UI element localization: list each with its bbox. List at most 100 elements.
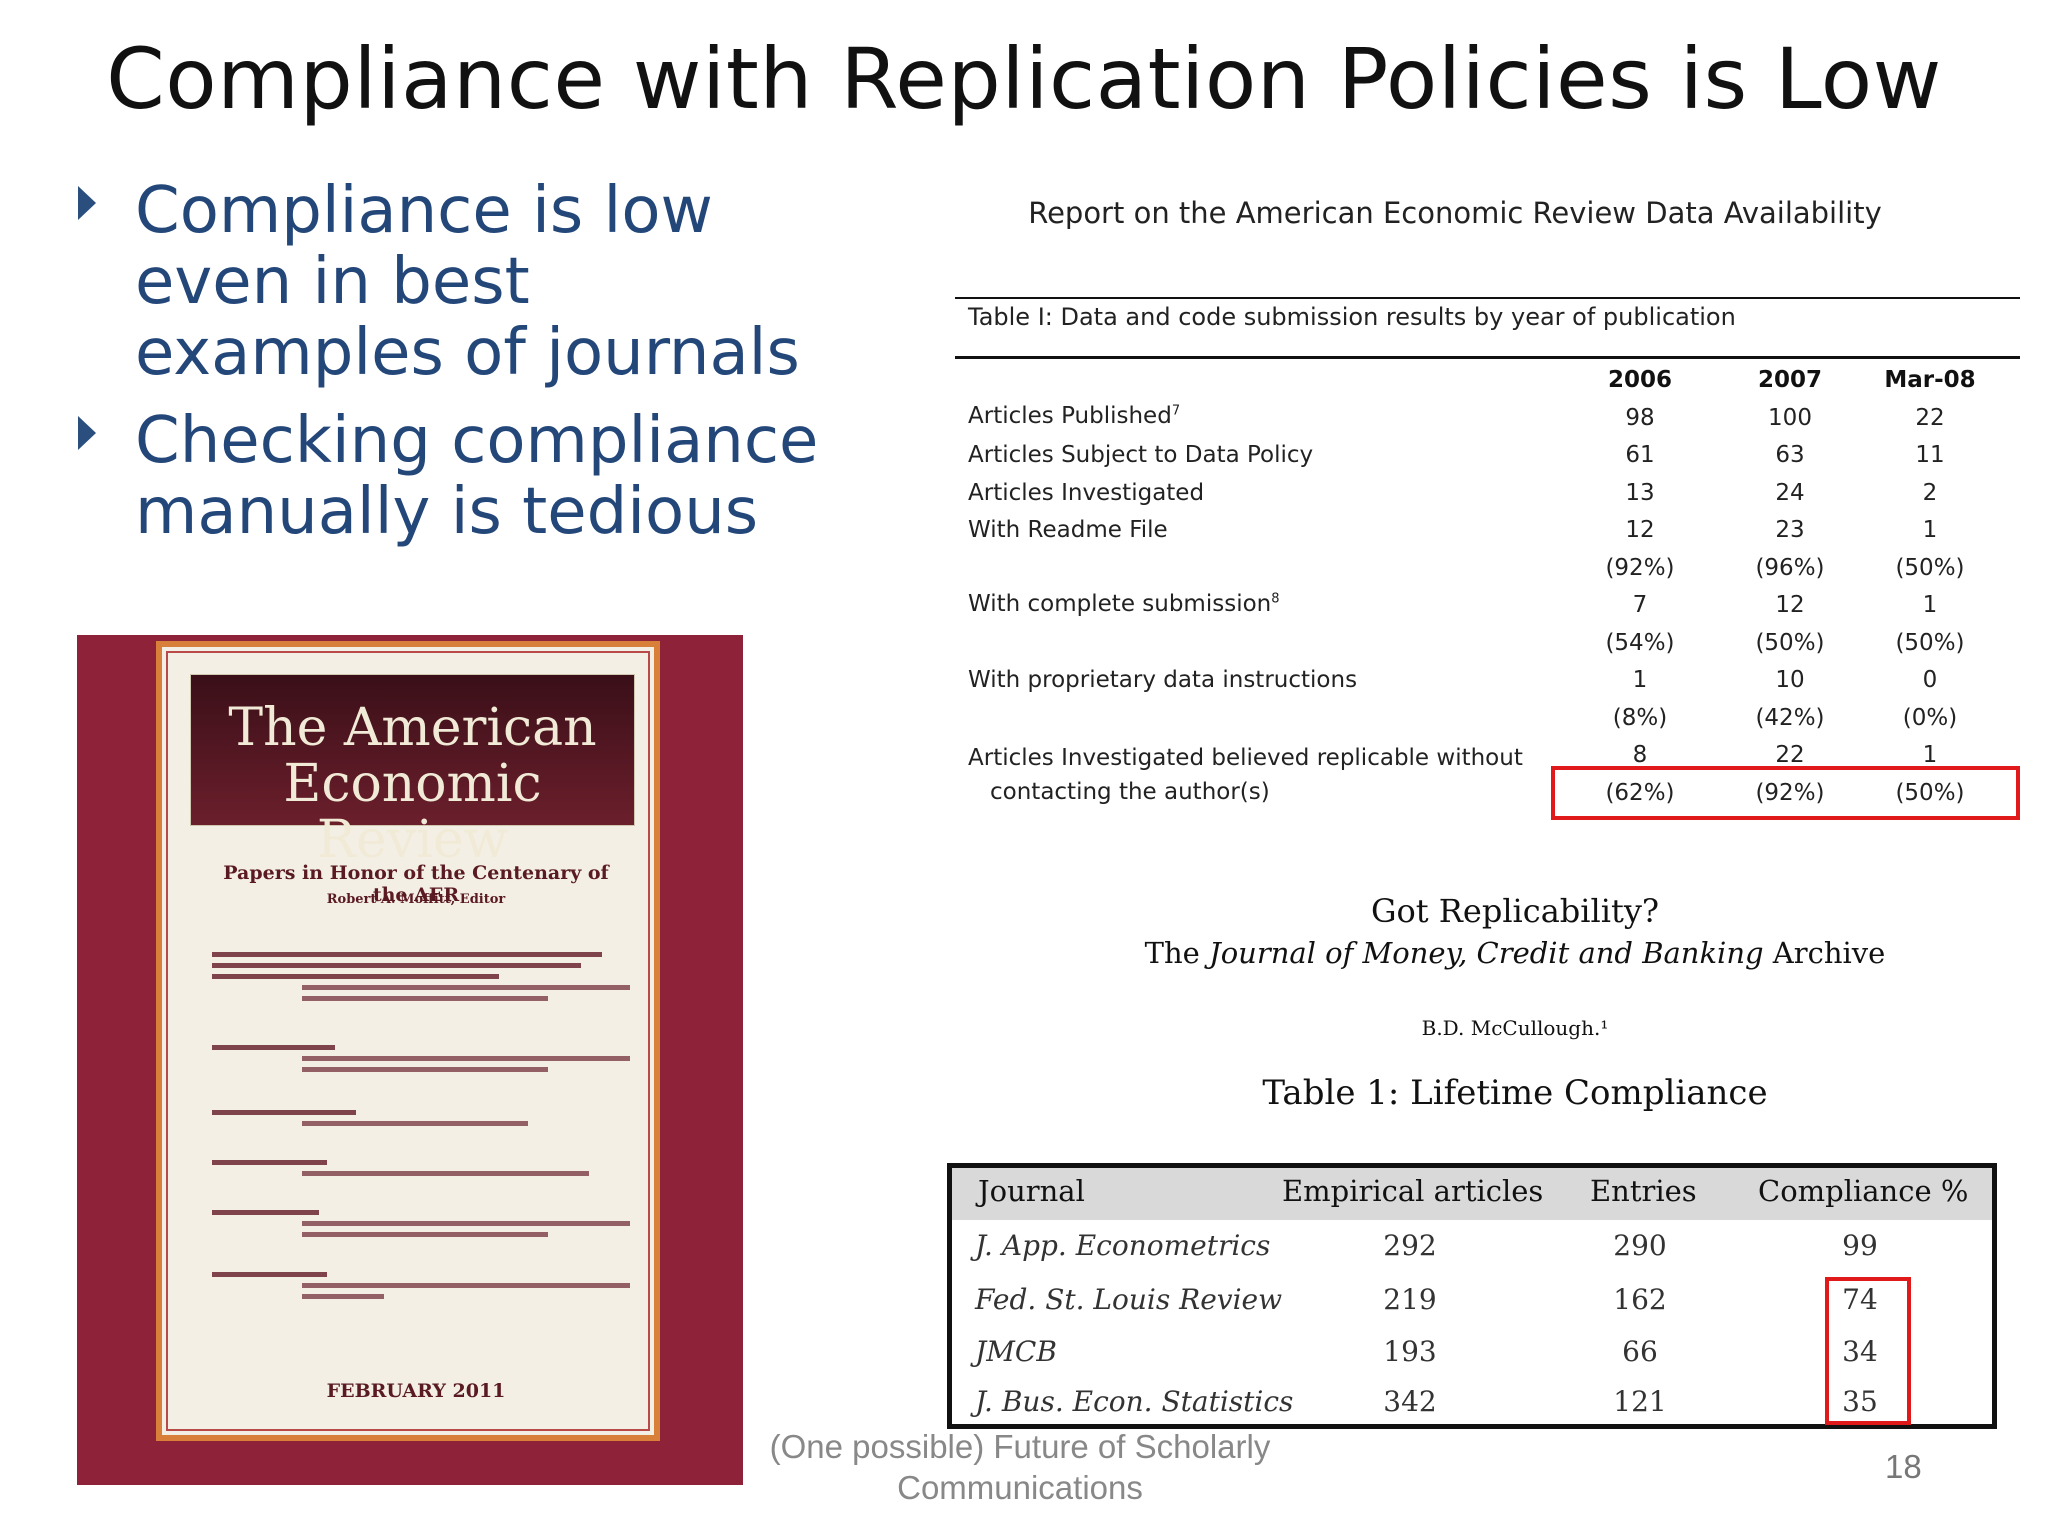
aer-row-label: Articles Subject to Data Policy: [968, 442, 1314, 468]
jmcb-column-header: Empirical articles: [1282, 1174, 1544, 1208]
jmcb-column-header: Journal: [978, 1174, 1085, 1208]
aer-row-label: Articles Investigated believed replicabl…: [968, 745, 1523, 771]
cover-contents-entry: [212, 952, 630, 1001]
page-number: 18: [1885, 1448, 1922, 1485]
aer-cell: 1: [1922, 517, 1938, 543]
jmcb-table-title: Table 1: Lifetime Compliance: [1262, 1073, 1768, 1113]
jmcb-journal-name: J. Bus. Econ. Statistics: [975, 1385, 1294, 1418]
aer-cell: 63: [1775, 442, 1805, 468]
aer-cell: 8: [1632, 742, 1648, 768]
aer-cell: 61: [1625, 442, 1655, 468]
jmcb-cell: 99: [1842, 1229, 1878, 1262]
bullet-arrow-icon: [78, 186, 96, 220]
footnote-marker: 8: [1271, 591, 1280, 607]
aer-cell: 22: [1915, 405, 1945, 431]
jmcb-cell: 66: [1622, 1335, 1658, 1368]
jmcb-cell: 193: [1383, 1335, 1437, 1368]
aer-cell: 11: [1915, 442, 1945, 468]
aer-cell: 22: [1775, 742, 1805, 768]
aer-cell: 1: [1922, 592, 1938, 618]
cover-editor: Robert A. Moffitt, Editor: [326, 892, 506, 907]
aer-cell: 1: [1632, 667, 1648, 693]
jmcb-cell: 342: [1383, 1385, 1437, 1418]
aer-cell-percent: (42%): [1755, 705, 1825, 731]
aer-cell: 98: [1625, 405, 1655, 431]
bullet-text: Checking compliance manually is tedious: [135, 404, 819, 549]
aer-row-label: With Readme File: [968, 517, 1168, 543]
aer-cell: 1: [1922, 742, 1938, 768]
aer-cell-percent: (50%): [1895, 555, 1965, 581]
aer-cell-percent: (0%): [1902, 705, 1958, 731]
jmcb-paper-subtitle: The Journal of Money, Credit and Banking…: [1080, 936, 1950, 970]
cover-contents-entry: [212, 1272, 630, 1299]
aer-row-label: Articles Investigated: [968, 480, 1205, 506]
jmcb-cell: 74: [1842, 1283, 1878, 1316]
aer-cell: 0: [1922, 667, 1938, 693]
aer-cell: 7: [1632, 592, 1648, 618]
aer-cell-percent: (54%): [1605, 630, 1675, 656]
aer-column-header: 2007: [1757, 367, 1822, 393]
jmcb-journal-name: J. App. Econometrics: [975, 1229, 1271, 1262]
aer-cell: 100: [1768, 405, 1812, 431]
table-rule: [955, 297, 2020, 299]
slide-footer: (One possible) Future of Scholarly Commu…: [769, 1428, 1271, 1506]
aer-table-caption: Table I: Data and code submission result…: [968, 303, 1736, 331]
jmcb-cell: 34: [1842, 1335, 1878, 1368]
aer-column-header: Mar-08: [1884, 367, 1976, 393]
aer-row-label: With complete submission8: [968, 591, 1280, 617]
aer-cell: 10: [1775, 667, 1805, 693]
bullet-arrow-icon: [78, 416, 96, 450]
cover-title-line: The American: [228, 698, 597, 758]
aer-cell-percent: (96%): [1755, 555, 1825, 581]
jmcb-cell: 162: [1613, 1283, 1667, 1316]
aer-cell-percent: (62%): [1605, 780, 1675, 806]
bullet-text: Compliance is low even in best examples …: [135, 174, 800, 390]
aer-row-label-text: Articles Published: [968, 403, 1172, 429]
aer-column-header: 2006: [1607, 367, 1672, 393]
cover-contents-entry: [212, 1045, 630, 1072]
aer-report-heading: Report on the American Economic Review D…: [1028, 196, 1882, 230]
aer-cell-percent: (92%): [1755, 780, 1825, 806]
jmcb-cell: 35: [1842, 1385, 1878, 1418]
cover-contents-entry: [212, 1160, 622, 1182]
jmcb-column-header: Entries: [1590, 1174, 1697, 1208]
jmcb-author: B.D. McCullough.¹: [1421, 1016, 1609, 1040]
table-rule: [955, 356, 2020, 359]
aer-cell-percent: (50%): [1755, 630, 1825, 656]
bullet-item: Compliance is low even in best examples …: [78, 176, 858, 389]
aer-row-label: contacting the author(s): [990, 779, 1270, 805]
cover-contents-entry: [212, 1110, 622, 1132]
jmcb-header-band: [952, 1168, 1992, 1220]
aer-cell-percent: (92%): [1605, 555, 1675, 581]
jmcb-paper-title: Got Replicability?: [1370, 892, 1660, 930]
aer-cell: 2: [1922, 480, 1938, 506]
aer-row-label: With proprietary data instructions: [968, 667, 1358, 693]
aer-cell: 24: [1775, 480, 1805, 506]
jmcb-cell: 290: [1613, 1229, 1667, 1262]
subtitle-journal-name: Journal of Money, Credit and Banking: [1209, 936, 1764, 970]
jmcb-journal-name: JMCB: [975, 1335, 1057, 1368]
jmcb-journal-name: Fed. St. Louis Review: [975, 1283, 1283, 1316]
cover-title-line: Economic Review: [283, 754, 542, 870]
aer-row-label-text: With complete submission: [968, 591, 1272, 617]
subtitle-suffix: Archive: [1763, 936, 1886, 970]
aer-cell: 12: [1775, 592, 1805, 618]
footnote-marker: 7: [1171, 403, 1181, 419]
aer-cell: 23: [1775, 517, 1805, 543]
subtitle-prefix: The: [1144, 936, 1210, 970]
aer-cell: 13: [1625, 480, 1655, 506]
cover-subtitle: Papers in Honor of the Centenary of the …: [223, 862, 609, 906]
aer-cell: 12: [1625, 517, 1655, 543]
jmcb-highlight-box: [1825, 1277, 1911, 1425]
aer-cell-percent: (50%): [1895, 780, 1965, 806]
aer-cell-percent: (50%): [1895, 630, 1965, 656]
cover-bottom-strip: [77, 1474, 743, 1485]
jmcb-cell: 121: [1613, 1385, 1667, 1418]
jmcb-column-header: Compliance %: [1758, 1174, 1969, 1208]
jmcb-cell: 292: [1383, 1229, 1437, 1262]
slide-title: Compliance with Replication Policies is …: [106, 30, 1942, 128]
cover-title-banner: [190, 674, 635, 826]
aer-cell-percent: (8%): [1612, 705, 1668, 731]
bullet-item: Checking compliance manually is tedious: [78, 406, 858, 548]
aer-row-label: Articles Published7: [968, 403, 1180, 429]
